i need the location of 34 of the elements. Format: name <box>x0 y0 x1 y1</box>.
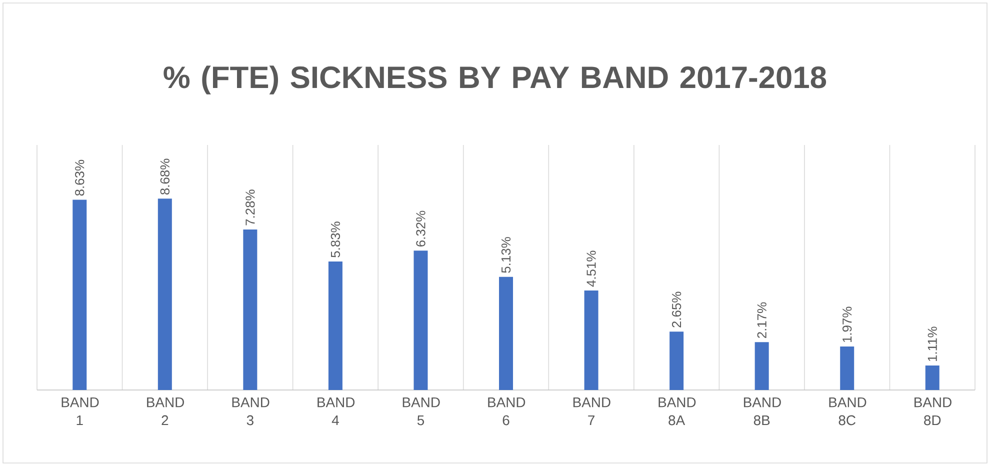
bar <box>414 250 428 390</box>
x-tick-label: BAND 5 <box>402 398 440 426</box>
x-tick-label: BAND 2 <box>147 398 184 426</box>
x-tick-label: BAND 6 <box>488 398 526 426</box>
x-tick-label: BAND 8D <box>914 398 952 426</box>
x-tick-label: BAND 1 <box>62 398 99 426</box>
bar <box>158 198 172 390</box>
data-label: 2.17% <box>757 302 766 338</box>
bar <box>243 229 258 390</box>
data-label: 5.83% <box>330 222 340 258</box>
data-label: 6.32% <box>416 210 426 246</box>
x-tick-label: BAND 4 <box>318 398 355 426</box>
bar <box>328 261 342 390</box>
bar <box>72 200 87 390</box>
data-label: 8.63% <box>75 160 84 196</box>
data-label: 1.97% <box>842 306 852 342</box>
data-label: 2.65% <box>672 292 682 328</box>
bar <box>840 346 854 390</box>
data-label: 1.11% <box>928 326 937 362</box>
x-tick-label: BAND 7 <box>573 398 610 426</box>
bar <box>499 276 514 390</box>
data-label: 8.68% <box>160 158 170 195</box>
bar <box>925 366 940 390</box>
x-tick-label: BAND 8C <box>829 398 866 426</box>
x-tick-label: BAND 3 <box>232 398 270 426</box>
chart-title: % (FTE) SICKNESS BY PAY BAND 2017-2018 <box>164 66 826 94</box>
x-tick-label: BAND 8A <box>658 398 696 426</box>
x-tick-label: BAND 8B <box>744 398 781 426</box>
data-label: 4.51% <box>586 250 596 287</box>
bar <box>754 342 769 390</box>
bar <box>670 332 684 390</box>
data-label: 7.28% <box>246 190 255 226</box>
bar <box>584 290 598 390</box>
data-label: 5.13% <box>501 237 511 273</box>
